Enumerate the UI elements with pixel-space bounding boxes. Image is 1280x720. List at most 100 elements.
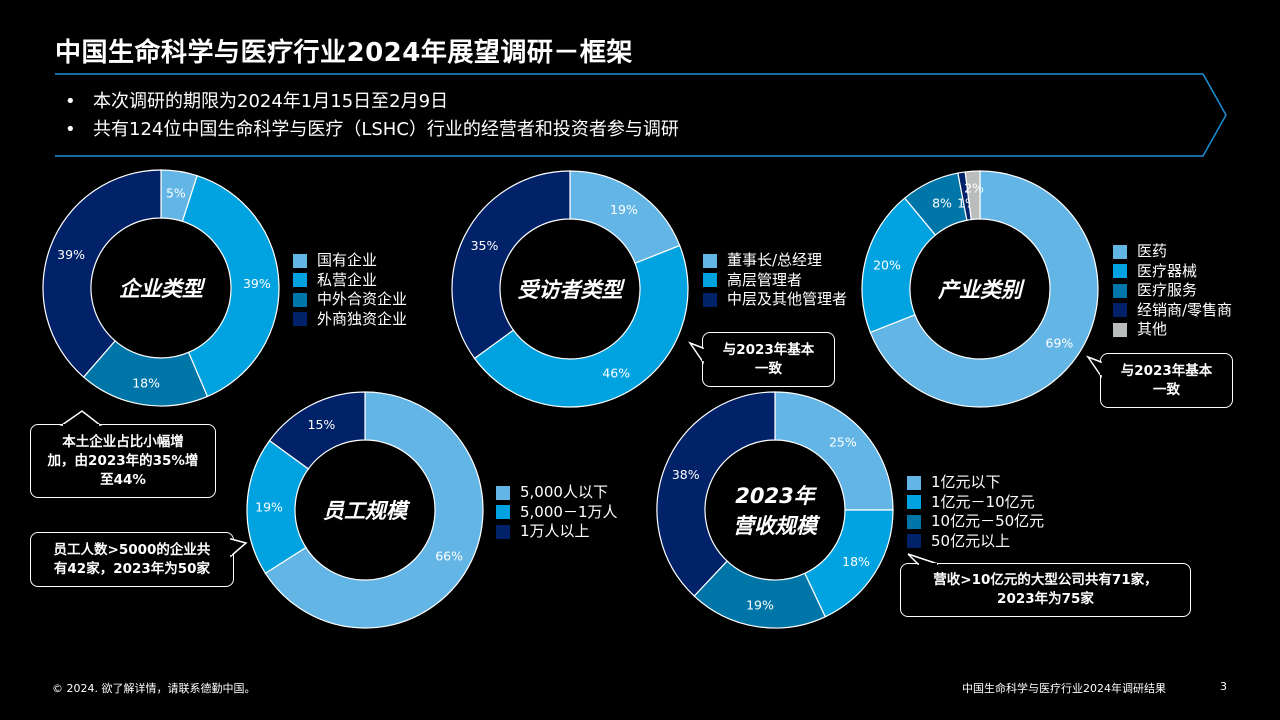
- footer-copyright: © 2024. 欲了解详情，请联系德勤中国。: [52, 682, 256, 695]
- revenue-size-value-label: 38%: [672, 467, 700, 482]
- legend-label: 5,000－1万人: [520, 502, 618, 521]
- employee-size-value-label: 66%: [435, 549, 463, 564]
- legend-swatch: [907, 475, 921, 490]
- legend-label: 50亿元以上: [931, 531, 1011, 550]
- bullet-banner-frame: [55, 73, 1227, 157]
- legend-label: 国有企业: [317, 251, 378, 269]
- legend-label: 医疗服务: [1137, 281, 1198, 299]
- callout-line: 与2023年基本: [722, 341, 815, 358]
- legend-item: 董事长/总经理: [703, 251, 847, 271]
- employee-size-center-label: 员工规模: [323, 499, 411, 523]
- legend-item: 50亿元以上: [907, 532, 1044, 552]
- employee-size-value-label: 19%: [255, 499, 283, 514]
- page-title: 中国生命科学与医疗行业2024年展望调研－框架: [55, 38, 633, 68]
- employee-size-slice: [268, 391, 366, 470]
- legend-item: 医药: [1113, 242, 1232, 262]
- employee-size-slice: [264, 391, 484, 629]
- callout-line: 员工人数>5000的企业共: [53, 541, 211, 558]
- revenue-size-value-label: 18%: [842, 554, 870, 569]
- legend-swatch: [703, 292, 717, 307]
- legend-swatch: [496, 485, 510, 500]
- company-type-value-label: 39%: [57, 247, 85, 262]
- legend-swatch: [293, 273, 307, 288]
- company-type-center-label: 企业类型: [119, 277, 206, 301]
- revenue-size-center-label: 2023年: [735, 484, 817, 508]
- industry-value-label: 69%: [1046, 335, 1074, 350]
- respondent-type-slice: [569, 170, 681, 265]
- legend-label: 中外合资企业: [317, 290, 408, 308]
- legend-respondent-type: 董事长/总经理 高层管理者 中层及其他管理者: [703, 251, 847, 310]
- legend-item: 1亿元－10亿元: [907, 493, 1044, 513]
- employee-size-value-label: 15%: [308, 417, 336, 432]
- legend-swatch: [907, 534, 921, 549]
- legend-item: 中外合资企业: [293, 290, 407, 310]
- legend-item: 10亿元－50亿元: [907, 512, 1044, 532]
- legend-label: 10亿元－50亿元: [931, 512, 1045, 530]
- callout-line: 与2023年基本: [1120, 362, 1213, 379]
- legend-swatch: [1113, 264, 1127, 279]
- legend-item: 经销商/零售商: [1113, 301, 1232, 321]
- industry-slice: [869, 170, 1099, 408]
- callout-employee-size: 员工人数>5000的企业共 有42家，2023年为50家: [30, 532, 234, 587]
- industry-value-label: 8%: [932, 196, 952, 211]
- legend-swatch: [293, 253, 307, 268]
- industry-value-label: 20%: [873, 258, 901, 273]
- legend-label: 外商独资企业: [317, 309, 408, 328]
- callout-line: 一致: [1152, 381, 1180, 398]
- company-type-value-label: 39%: [243, 276, 271, 291]
- legend-swatch: [293, 312, 307, 327]
- legend-label: 医药: [1137, 242, 1168, 260]
- legend-swatch: [1113, 283, 1127, 298]
- company-type-value-label: 5%: [166, 186, 186, 201]
- callout-line: 至44%: [100, 471, 146, 488]
- callout-line: 一致: [754, 360, 782, 377]
- legend-swatch: [496, 505, 510, 520]
- revenue-size-center-label: 营收规模: [733, 514, 821, 538]
- legend-swatch: [1113, 303, 1127, 318]
- industry-slice: [964, 170, 981, 221]
- legend-label: 1万人以上: [520, 522, 590, 540]
- respondent-type-center-label: 受访者类型: [518, 278, 626, 302]
- legend-label: 董事长/总经理: [727, 251, 823, 269]
- legend-item: 5,000－1万人: [496, 503, 618, 523]
- legend-label: 5,000人以下: [520, 483, 608, 501]
- callout-respondent-type: 与2023年基本 一致: [702, 332, 835, 387]
- legend-item: 外商独资企业: [293, 310, 407, 330]
- callout-line: 有42家，2023年为50家: [53, 560, 211, 577]
- legend-swatch: [907, 495, 921, 510]
- respondent-type-slice: [451, 170, 571, 360]
- revenue-size-slice: [774, 391, 894, 511]
- company-type-slice: [181, 174, 280, 398]
- legend-swatch: [496, 524, 510, 539]
- legend-industry: 医药 医疗器械 医疗服务经销商/零售商 其他: [1113, 242, 1232, 340]
- legend-company-type: 国有企业 私营企业 中外合资企业 外商独资企业: [293, 251, 407, 329]
- respondent-type-value-label: 46%: [602, 366, 630, 381]
- legend-swatch: [1113, 322, 1127, 337]
- bullet-item: 共有124位中国生命科学与医疗（LSHC）行业的经营者和投资者参与调研: [65, 116, 679, 144]
- legend-label: 私营企业: [317, 270, 378, 289]
- bullet-list: 本次调研的期限为2024年1月15日至2月9日 共有124位中国生命科学与医疗（…: [65, 88, 679, 144]
- respondent-type-value-label: 19%: [610, 202, 638, 217]
- revenue-size-slice: [656, 391, 776, 597]
- respondent-type-value-label: 35%: [471, 238, 499, 253]
- legend-item: 1亿元以下: [907, 473, 1044, 493]
- legend-label: 高层管理者: [727, 270, 803, 289]
- legend-swatch: [703, 273, 717, 288]
- legend-swatch: [293, 292, 307, 307]
- legend-item: 私营企业: [293, 271, 407, 291]
- legend-item: 国有企业: [293, 251, 407, 271]
- revenue-size-value-label: 19%: [746, 597, 774, 612]
- company-type-slice: [42, 169, 162, 378]
- callout-line: 营收>10亿元的大型公司共有71家，: [933, 572, 1158, 588]
- legend-item: 医疗服务: [1113, 281, 1232, 301]
- legend-item: 5,000人以下: [496, 483, 618, 503]
- legend-label: 其他: [1137, 320, 1168, 338]
- callout-revenue-size: 营收>10亿元的大型公司共有71家， 2023年为75家: [900, 563, 1191, 617]
- legend-swatch: [1113, 244, 1127, 259]
- callout-company-type: 本土企业占比小幅增 加，由2023年的35%增 至44%: [30, 424, 216, 498]
- respondent-type-slice: [473, 244, 689, 408]
- legend-label: 医疗器械: [1137, 261, 1198, 280]
- page-number: 3: [1220, 680, 1227, 693]
- legend-employee-size: 5,000人以下 5,000－1万人 1万人以上: [496, 483, 618, 542]
